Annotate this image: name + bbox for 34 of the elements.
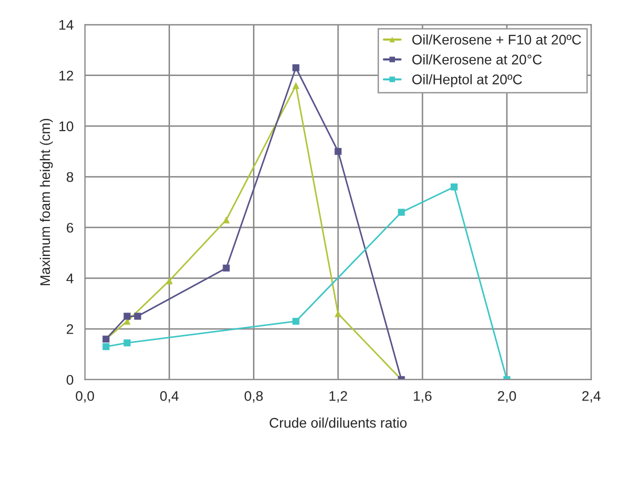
x-tick-label: 2,4 [582, 391, 601, 403]
y-axis-title: Maximum foam height (cm) [40, 118, 53, 286]
y-tick-label: 12 [59, 70, 74, 80]
x-tick-label: 1,6 [414, 391, 432, 403]
y-tick-label: 2 [66, 324, 74, 334]
y-tick-label: 6 [66, 222, 74, 233]
x-tick-label: 0,4 [160, 391, 179, 403]
point [166, 277, 173, 284]
point [292, 318, 300, 325]
point [124, 312, 131, 320]
point [450, 183, 458, 190]
point [222, 264, 230, 272]
point [134, 312, 142, 320]
y-tick-label: 8 [66, 172, 74, 182]
point [102, 343, 110, 350]
y-tick-label: 10 [59, 121, 74, 132]
point [398, 208, 405, 216]
y-tick-label: 0 [66, 374, 74, 385]
point [222, 216, 230, 224]
x-tick-label: 2,0 [498, 391, 516, 403]
point [292, 82, 300, 89]
legend-label: Oil/Kerosene + F10 at 20ºC [412, 34, 582, 45]
point [124, 339, 131, 346]
x-tick-label: 0,8 [244, 391, 263, 403]
x-tick-label: 0,0 [76, 391, 94, 403]
x-axis-title: Crude oil/diluents ratio [270, 418, 407, 428]
point [292, 64, 300, 72]
point [334, 148, 342, 155]
y-tick-label: 4 [66, 274, 74, 284]
point [334, 310, 342, 318]
y-tick-label: 14 [59, 20, 74, 30]
x-tick-label: 1,2 [329, 391, 348, 403]
legend-label: Oil/Heptol at 20ºC [412, 74, 522, 88]
legend-label: Oil/Kerosene at 20°C [412, 54, 542, 64]
